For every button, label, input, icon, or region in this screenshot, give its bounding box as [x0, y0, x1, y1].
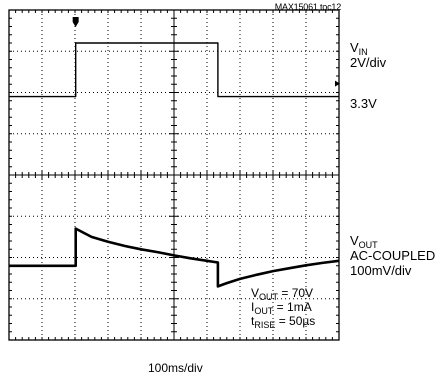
vout-name: VOUT: [350, 233, 378, 250]
vout-coupling: AC-COUPLED: [350, 248, 436, 263]
condition-vout: VOUT = 70V: [251, 286, 314, 302]
vin-level-label: 3.3V: [350, 96, 377, 111]
vin-name: VIN: [350, 40, 368, 57]
vin-trace: [9, 42, 339, 98]
scope-traces: [9, 42, 340, 288]
vin-channel-label: VIN 2V/div: [350, 40, 386, 70]
trigger-level-marker: [335, 80, 340, 87]
trigger-point-marker-body: [72, 17, 79, 22]
condition-iout: IOUT = 1mA: [251, 300, 312, 316]
timebase-label: 100ms/div: [148, 361, 203, 375]
condition-trise: tRISE = 50µs: [251, 314, 316, 330]
trigger-point-marker: [72, 22, 79, 27]
scope-frame: [8, 9, 340, 341]
vout-channel-label: VOUT AC-COUPLED 100mV/div: [350, 233, 435, 278]
figure-id-label: MAX15061 toc12: [274, 2, 341, 12]
test-conditions: VOUT = 70V IOUT = 1mA tRISE = 50µs: [251, 286, 316, 330]
vout-trace: [9, 227, 340, 288]
scope-markers: [72, 17, 340, 87]
vin-scale: 2V/div: [350, 55, 387, 70]
vout-scale: 100mV/div: [350, 263, 412, 278]
